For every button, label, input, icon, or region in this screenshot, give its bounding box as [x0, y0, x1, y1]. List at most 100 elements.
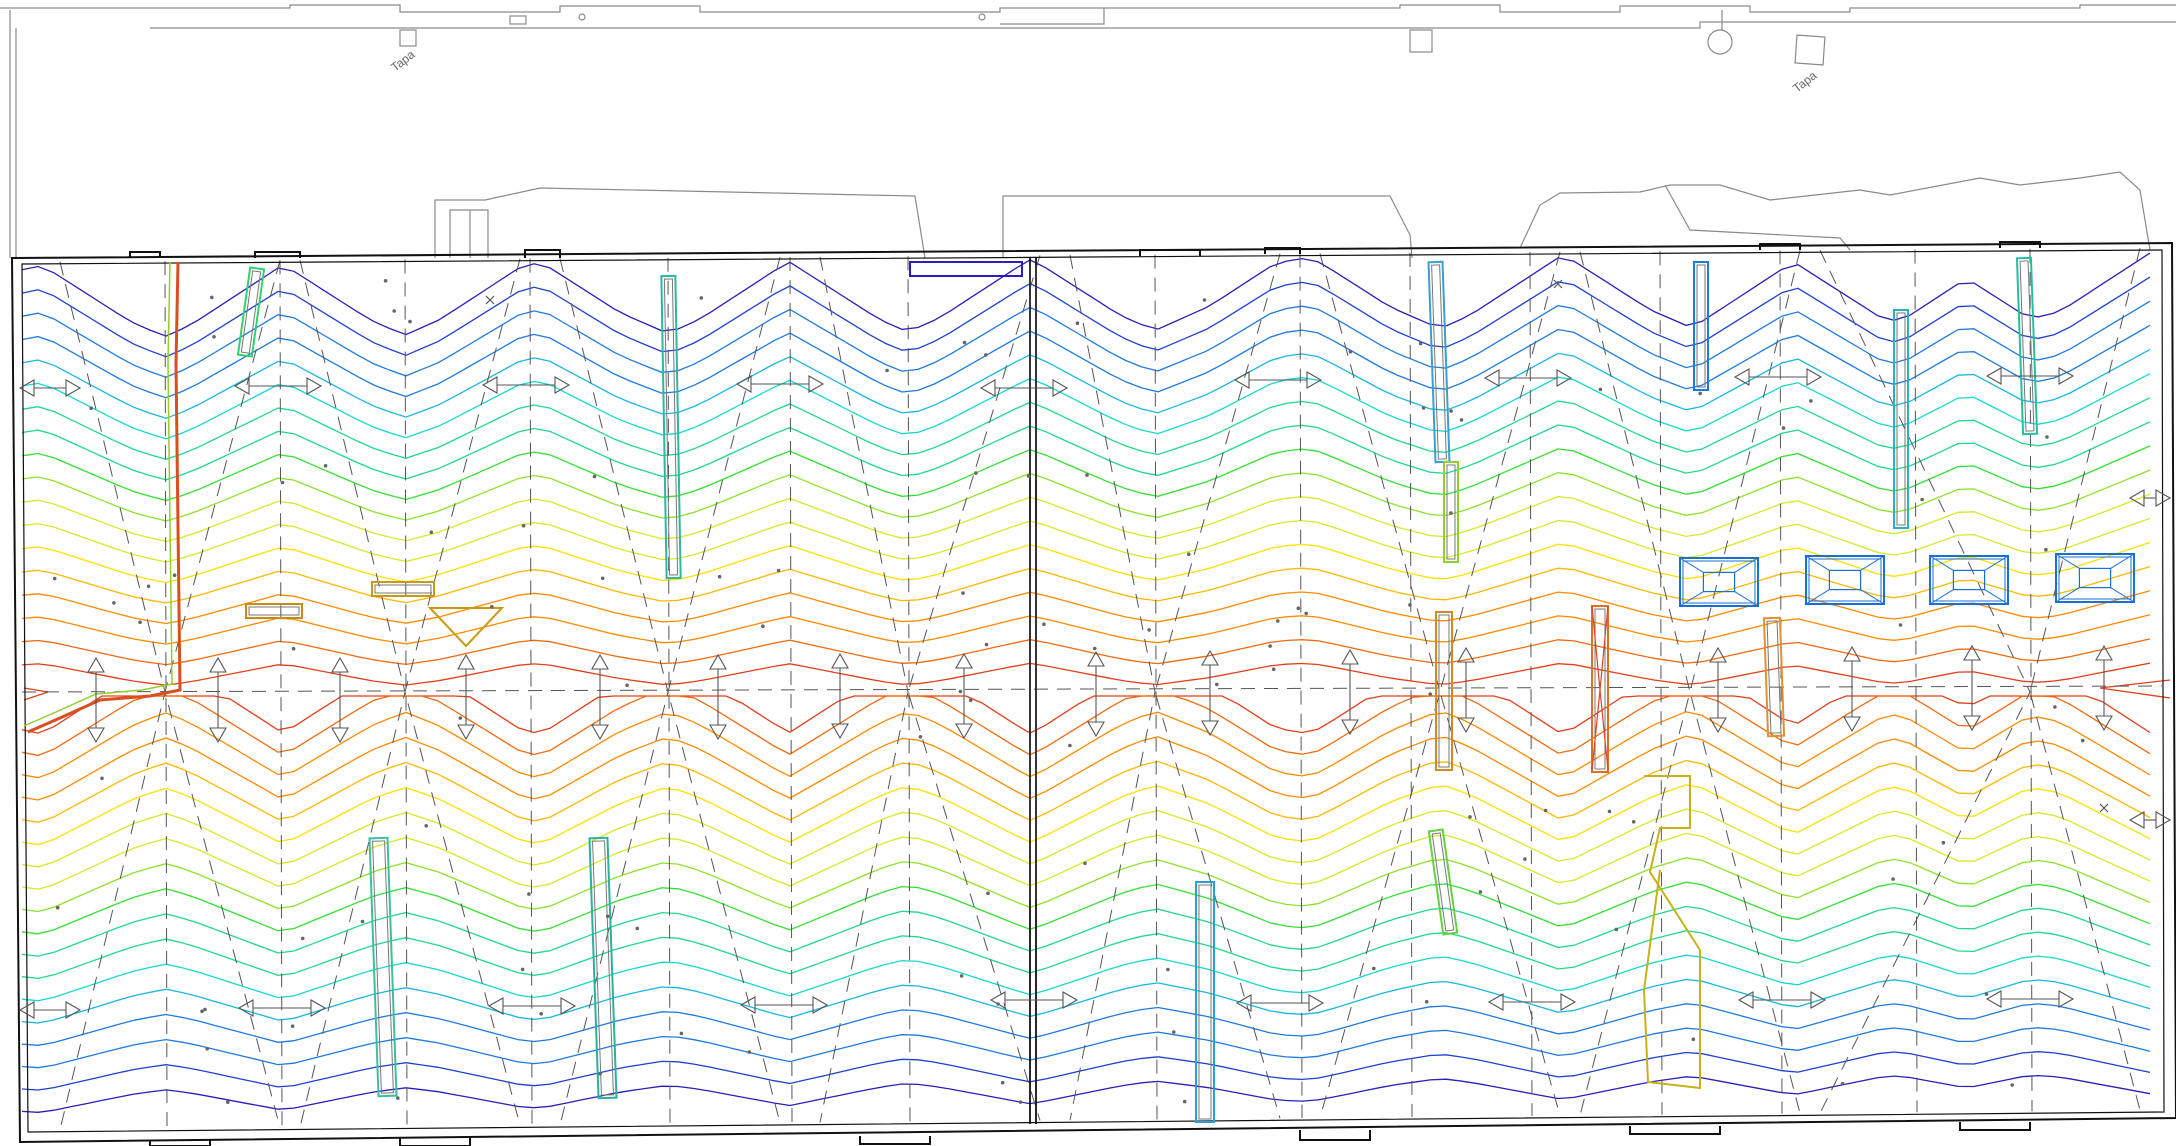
- drain-outlet-icon: [1679, 557, 1759, 607]
- arrow-icon: [1483, 369, 1573, 387]
- diagonal-line: [404, 258, 521, 1126]
- roof-hatch-inner: [1198, 884, 1212, 1120]
- arrow-icon: [1737, 991, 1827, 1009]
- arrow-icon: [457, 653, 475, 741]
- arrow-icon: [237, 999, 327, 1017]
- drain-outlets: [1679, 553, 2135, 607]
- spot-marker-icon: [984, 353, 988, 357]
- spot-marker-icon: [485, 295, 495, 305]
- arrow-icon: [1457, 646, 1475, 734]
- contour-line: [21, 1027, 2151, 1069]
- diagonal-line: [1069, 255, 1156, 1121]
- vertical-gridline: [2029, 248, 2033, 1112]
- spot-marker-icon: [986, 891, 990, 896]
- spot-marker-icon: [2010, 1083, 2014, 1087]
- contour-line: [21, 373, 2151, 440]
- spot-markers: [52, 279, 2109, 1104]
- roof-hatch: [1693, 261, 1709, 391]
- arrow-icon: [1235, 994, 1325, 1012]
- roof-hatch: [1195, 881, 1215, 1123]
- contour-line: [21, 565, 2151, 604]
- diagonal-line: [1579, 251, 1691, 1116]
- spot-marker-icon: [490, 604, 494, 609]
- spot-marker-icon: [1408, 603, 1412, 607]
- vertical-gridline: [1299, 253, 1303, 1119]
- spot-marker-icon: [392, 309, 397, 313]
- spot-marker-icon: [521, 523, 526, 528]
- spot-marker-icon: [1941, 840, 1946, 845]
- spot-marker-icon: [1553, 279, 1563, 289]
- vertical-gridline: [164, 261, 168, 1129]
- spot-marker-icon: [961, 591, 965, 595]
- diagonal-line: [164, 260, 281, 1128]
- roof-hatch: [1762, 616, 1786, 738]
- contour-line: [21, 978, 2151, 1024]
- contour-line: [23, 687, 49, 701]
- spot-marker-icon: [1698, 391, 1702, 396]
- roof-hatch: [371, 581, 435, 597]
- spot-marker-icon: [1187, 552, 1191, 556]
- contour-line: [21, 784, 2151, 846]
- roof-hatch: [1427, 260, 1451, 464]
- contour-line: [21, 324, 2151, 399]
- contour-line: [21, 662, 2151, 686]
- contour-line: [21, 445, 2151, 502]
- arrow-icon: [1233, 371, 1323, 389]
- spot-marker-icon: [1468, 815, 1472, 819]
- roof-hatch-inner: [1896, 312, 1906, 526]
- spot-marker-icon: [959, 974, 964, 978]
- roof-hatch: [1427, 828, 1459, 936]
- drainage-gridlines: [21, 248, 2163, 1130]
- spot-marker-icon: [2099, 803, 2109, 813]
- spot-marker-icon: [1085, 473, 1089, 477]
- vertical-gridline: [667, 257, 671, 1124]
- spot-marker-icon: [458, 716, 463, 720]
- spot-marker-icon: [918, 735, 923, 739]
- spot-marker-icon: [100, 776, 104, 781]
- spot-marker-icon: [1614, 927, 1619, 932]
- roof-hatch-inner: [1594, 608, 1606, 770]
- contour-line: [21, 421, 2151, 481]
- spot-marker-icon: [210, 295, 214, 300]
- spot-marker-icon: [761, 624, 765, 628]
- spot-marker-icon: [2080, 738, 2085, 743]
- arrow-icon: [2095, 644, 2113, 732]
- arrow-icon: [739, 996, 829, 1014]
- spot-marker-icon: [1182, 1099, 1187, 1104]
- roof-hatch: [660, 274, 682, 580]
- spot-marker-icon: [962, 340, 967, 345]
- spot-marker-icon: [1809, 399, 1813, 403]
- contour-line: [2099, 679, 2171, 699]
- diagonal-line: [1319, 253, 1441, 1119]
- contour-line: [21, 711, 2151, 779]
- vertical-gridline: [529, 258, 533, 1126]
- arrow-icon: [1843, 645, 1861, 733]
- spot-marker-icon: [1166, 967, 1170, 972]
- spot-marker-icon: [1598, 387, 1603, 392]
- spot-marker-icon: [679, 1031, 684, 1036]
- parapet: [23, 261, 173, 727]
- parapet: [27, 261, 182, 734]
- roof-hatch-inner: [1431, 832, 1455, 932]
- spot-marker-icon: [360, 919, 365, 924]
- ridge-line: [21, 685, 2163, 693]
- spot-marker-icon: [747, 1050, 752, 1054]
- arrow-icon: [2128, 811, 2172, 829]
- arrow-icon: [955, 652, 973, 740]
- roof-hatch-inner: [372, 840, 394, 1094]
- spot-marker-icon: [1296, 606, 1301, 610]
- spot-marker-icon: [1984, 992, 1989, 996]
- spot-marker-icon: [984, 642, 989, 647]
- vertical-gridline: [279, 260, 283, 1128]
- arrow-icon: [1985, 990, 2075, 1008]
- context-label-2: Tapa: [1790, 68, 1819, 95]
- spot-marker-icon: [89, 406, 93, 411]
- spot-marker-icon: [1607, 809, 1612, 814]
- contour-line: [21, 1074, 2151, 1113]
- spot-marker-icon: [203, 1007, 207, 1012]
- cricket: [1591, 605, 1609, 771]
- arrow-icon: [2128, 489, 2172, 507]
- spot-marker-icon: [146, 584, 151, 589]
- contour-line: [21, 541, 2151, 584]
- spot-marker-icon: [1042, 622, 1046, 626]
